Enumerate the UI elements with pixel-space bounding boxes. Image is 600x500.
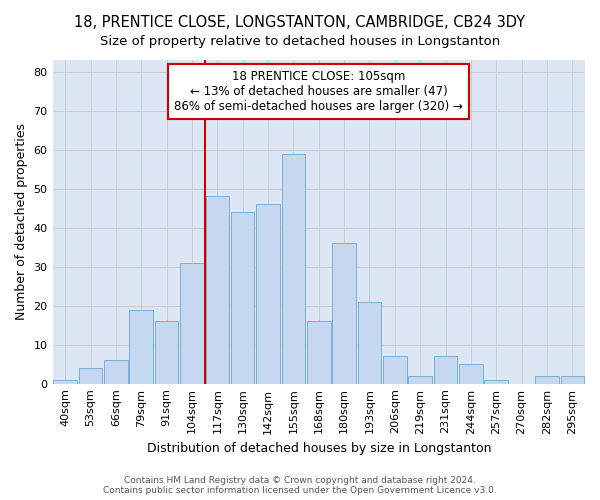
Bar (206, 196, 229, 384)
Bar (79, 368, 103, 384)
Text: Contains HM Land Registry data © Crown copyright and database right 2024.
Contai: Contains HM Land Registry data © Crown c… (103, 476, 497, 495)
Bar (281, 154, 305, 384)
Bar (358, 302, 381, 384)
Y-axis label: Number of detached properties: Number of detached properties (15, 124, 28, 320)
Bar (332, 244, 356, 384)
Bar (104, 360, 128, 384)
Bar (155, 322, 178, 384)
Bar (560, 376, 584, 384)
Bar (459, 364, 482, 384)
Bar (180, 263, 204, 384)
X-axis label: Distribution of detached houses by size in Longstanton: Distribution of detached houses by size … (146, 442, 491, 455)
Bar (130, 310, 153, 384)
Bar (231, 212, 254, 384)
Bar (256, 204, 280, 384)
Text: Size of property relative to detached houses in Longstanton: Size of property relative to detached ho… (100, 35, 500, 48)
Bar (535, 376, 559, 384)
Bar (484, 380, 508, 384)
Bar (434, 356, 457, 384)
Text: 18 PRENTICE CLOSE: 105sqm
← 13% of detached houses are smaller (47)
86% of semi-: 18 PRENTICE CLOSE: 105sqm ← 13% of detac… (175, 70, 463, 112)
Bar (53, 380, 77, 384)
Bar (409, 376, 432, 384)
Bar (383, 356, 407, 384)
Text: 18, PRENTICE CLOSE, LONGSTANTON, CAMBRIDGE, CB24 3DY: 18, PRENTICE CLOSE, LONGSTANTON, CAMBRID… (74, 15, 526, 30)
Bar (307, 322, 331, 384)
